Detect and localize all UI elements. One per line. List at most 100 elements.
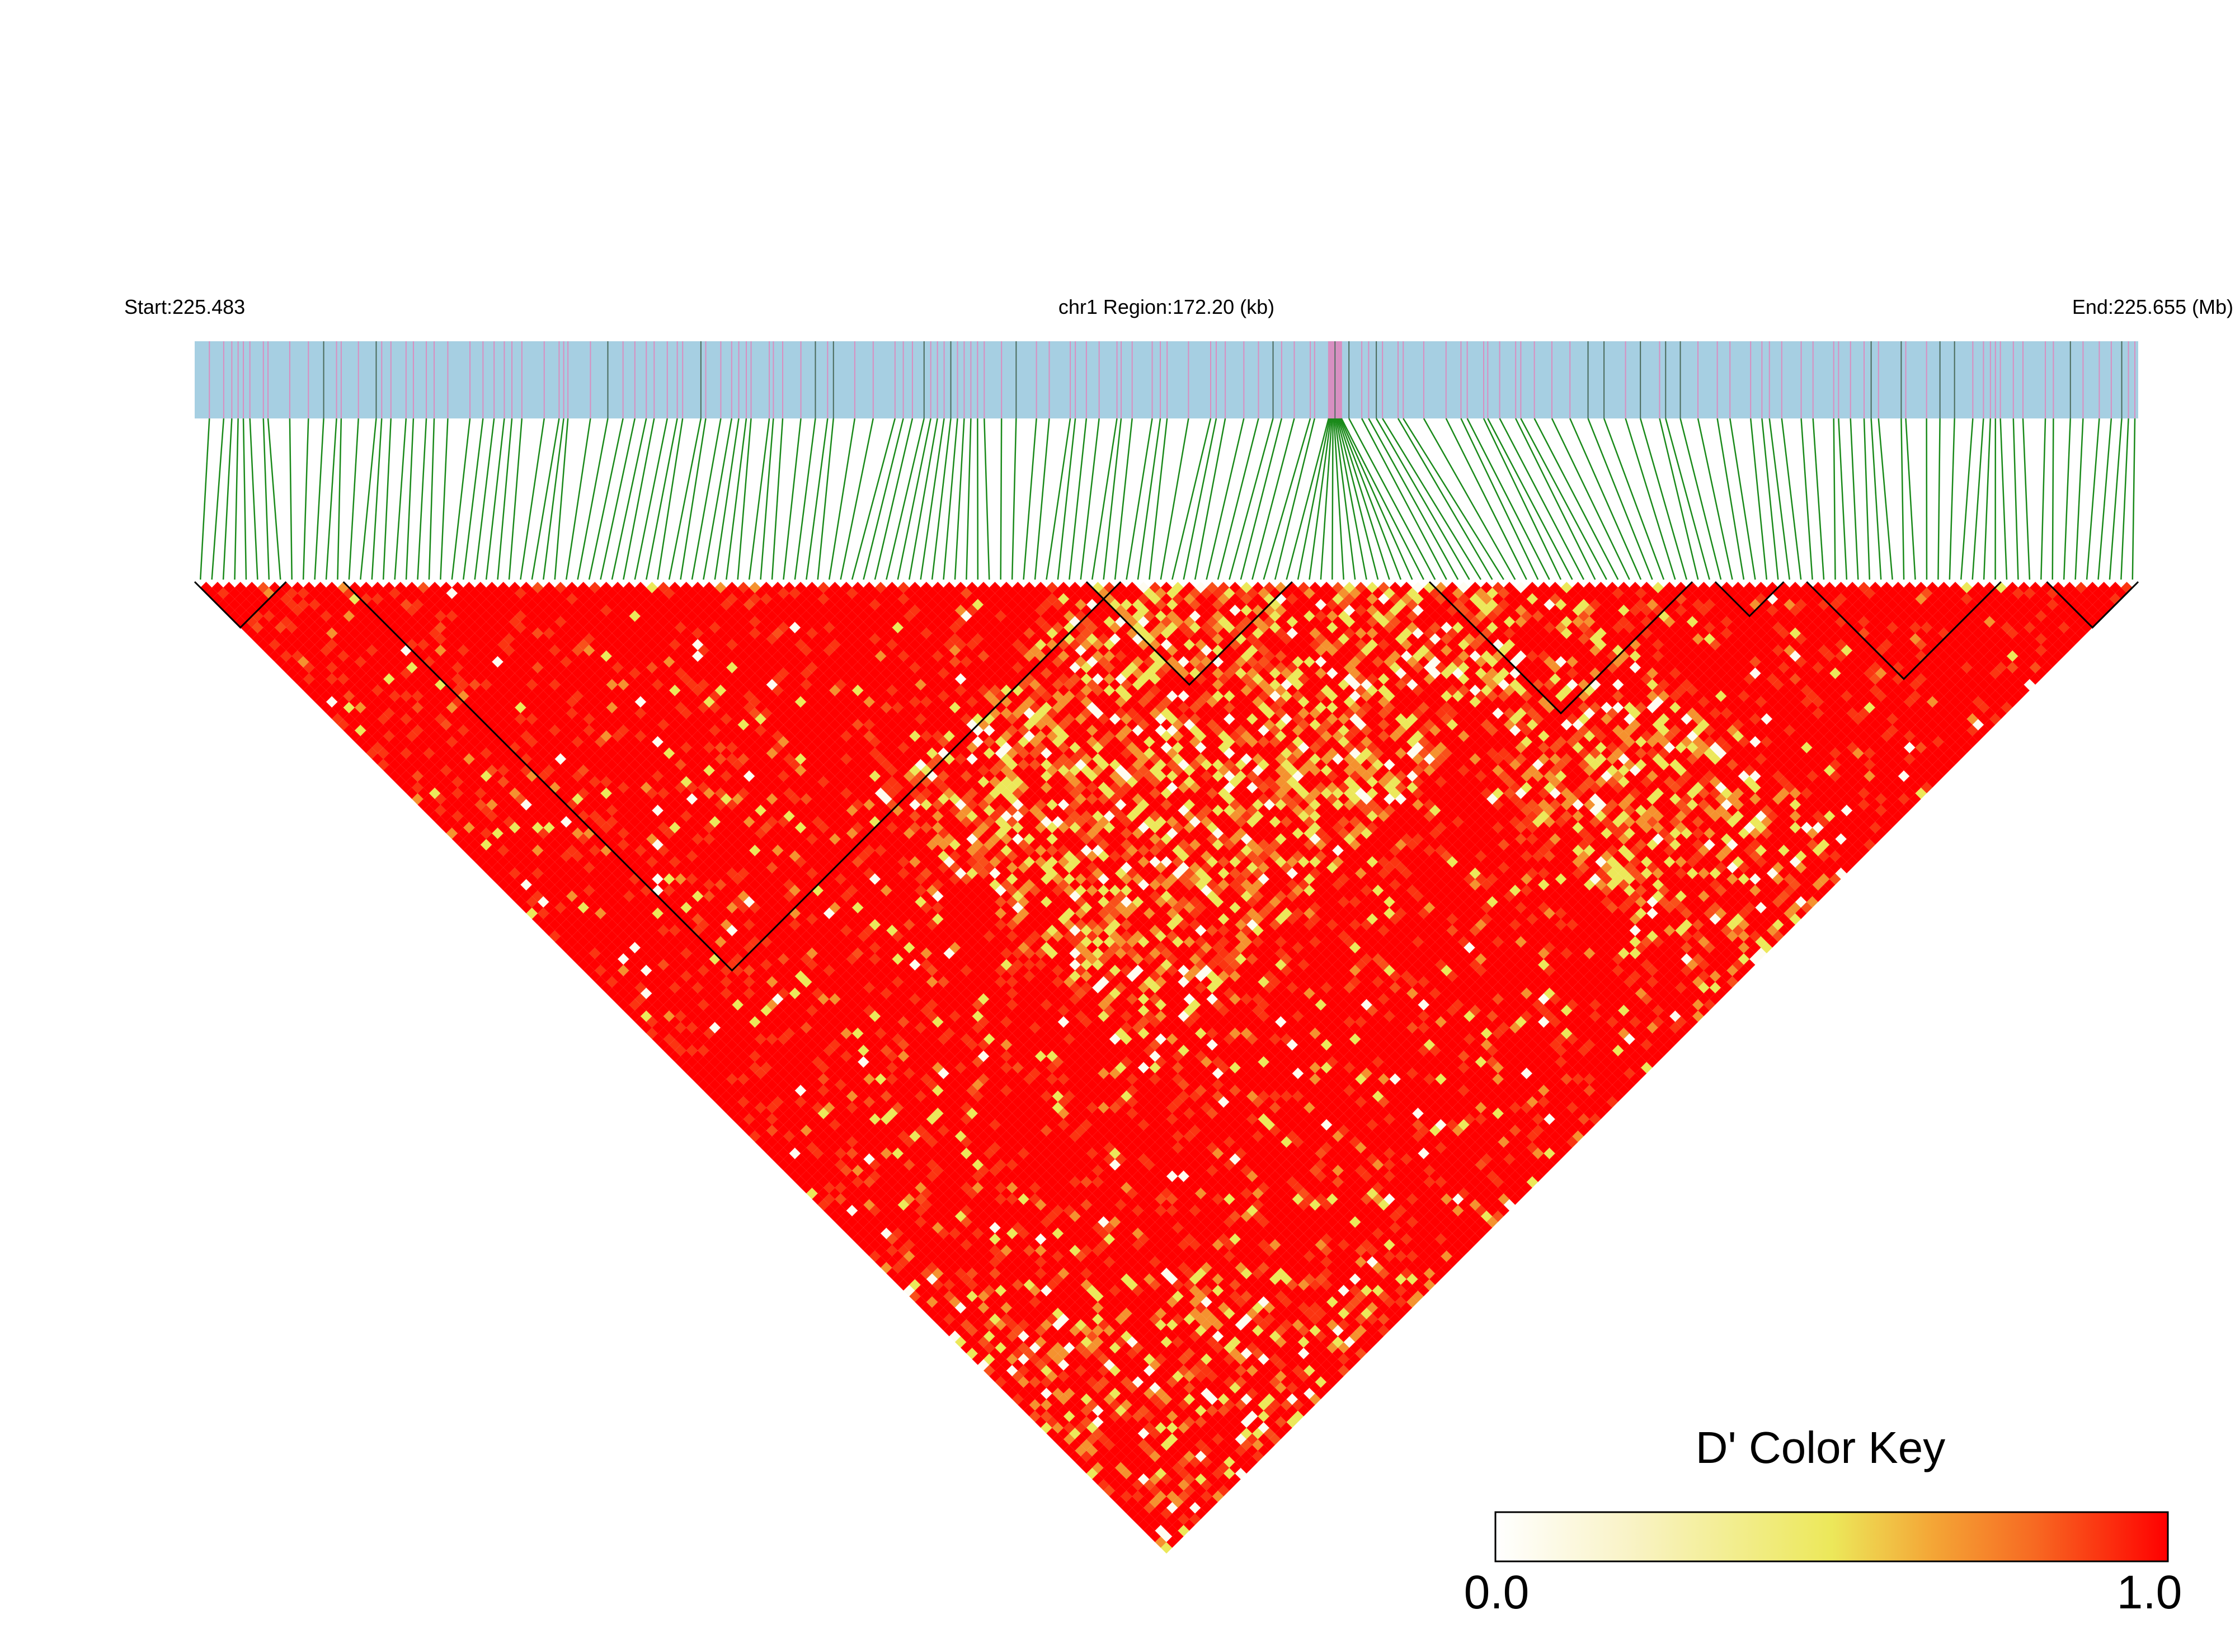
ld-cell	[320, 690, 332, 702]
ld-cell	[280, 627, 292, 639]
ld-cell	[1126, 1508, 1138, 1519]
ld-cell	[383, 707, 395, 719]
ld-cell	[291, 627, 304, 639]
ld-cell	[326, 650, 338, 662]
snp-connector	[1403, 418, 1504, 580]
snp-connector	[1251, 418, 1295, 580]
ld-cell	[371, 730, 384, 742]
ld-cell	[589, 959, 601, 971]
ld-cell	[435, 770, 446, 782]
ld-cell	[446, 804, 458, 816]
snp-connector	[1297, 418, 1331, 580]
snp-connector	[908, 418, 938, 580]
ld-cell	[1018, 1353, 1029, 1365]
ld-cell	[1012, 1371, 1024, 1382]
snp-connector	[863, 418, 904, 580]
snp-connector	[267, 418, 281, 580]
ld-heatmap-cells	[200, 582, 2133, 1554]
ld-cell	[332, 679, 344, 691]
ld-cell	[755, 1090, 766, 1102]
ld-cell	[280, 604, 292, 616]
ld-cell	[801, 1136, 812, 1148]
ld-cell	[538, 919, 549, 931]
ld-cell	[801, 1182, 812, 1194]
ld-cell	[760, 1096, 772, 1108]
ld-cell	[263, 587, 275, 599]
ld-cell	[600, 947, 612, 959]
ld-cell	[949, 1284, 961, 1297]
ld-cell	[629, 953, 641, 965]
snp-connector	[302, 418, 309, 580]
ld-cell	[412, 747, 424, 759]
snp-connector	[897, 418, 931, 580]
ld-cell	[1086, 1444, 1098, 1457]
ld-cell	[366, 724, 378, 736]
ld-cell	[961, 1319, 972, 1331]
ld-cell	[966, 1302, 978, 1314]
ld-cell	[286, 622, 298, 633]
snp-connector	[943, 418, 958, 580]
snp-connector	[1126, 418, 1153, 580]
snp-connector	[1361, 418, 1447, 580]
ld-cell	[869, 1239, 881, 1251]
ld-cell	[949, 1307, 961, 1320]
ld-cell	[515, 850, 526, 862]
ld-cell	[377, 724, 389, 736]
ld-cell	[629, 964, 641, 977]
ld-cell	[1086, 1456, 1098, 1468]
ld-cell	[1103, 1473, 1116, 1485]
ld-cell	[474, 799, 487, 811]
ld-cell	[1098, 1479, 1109, 1491]
snp-connector	[1768, 418, 1790, 580]
ld-cell	[783, 1165, 795, 1176]
snp-connector	[1171, 418, 1212, 580]
ld-cell	[349, 730, 361, 742]
ld-cell	[606, 953, 618, 965]
ld-cell	[423, 793, 435, 805]
ld-cell	[297, 622, 309, 633]
snp-connector	[337, 418, 342, 580]
ld-cell	[869, 1227, 881, 1240]
snp-connector	[1569, 418, 1642, 580]
ld-cell	[1034, 1393, 1047, 1405]
ld-cell	[1144, 1513, 1155, 1525]
ld-cell	[829, 1210, 841, 1222]
ld-cell	[886, 1256, 898, 1268]
ld-cell	[869, 1204, 881, 1217]
ld-cell	[463, 787, 475, 799]
snp-connector	[984, 418, 990, 580]
ld-cell	[417, 787, 429, 799]
ld-cell	[1046, 1416, 1058, 1428]
snp-connector	[1340, 418, 1424, 580]
ld-cell	[794, 1176, 807, 1188]
ld-cell	[817, 1199, 830, 1211]
ld-cell	[412, 782, 424, 794]
ld-cell	[874, 1233, 887, 1245]
ld-cell	[886, 1268, 898, 1279]
ld-cell	[492, 873, 504, 885]
ld-cell	[863, 1199, 875, 1211]
snp-connector	[623, 418, 655, 580]
ld-cell	[275, 599, 286, 611]
ld-cell	[303, 627, 315, 639]
ld-cell	[1046, 1393, 1058, 1405]
snp-connector	[1625, 418, 1676, 580]
snp-connector	[1850, 418, 1859, 580]
ld-cell	[829, 1165, 841, 1176]
snp-connector	[1338, 418, 1402, 580]
ld-cell	[1132, 1467, 1144, 1480]
ld-cell	[989, 1348, 1001, 1359]
ld-cell	[1183, 1519, 1196, 1531]
snp-connector	[1697, 418, 1733, 580]
ld-cell	[435, 782, 446, 794]
ld-cell	[366, 713, 378, 725]
ld-cell	[858, 1193, 869, 1205]
ld-cell	[886, 1245, 898, 1256]
ld-cell	[343, 679, 355, 691]
ld-cell	[549, 873, 561, 885]
snp-connector	[262, 418, 270, 580]
ld-cell	[823, 1159, 835, 1171]
ld-cell	[412, 736, 424, 748]
ld-cell	[349, 707, 361, 719]
ld-cell	[623, 959, 635, 971]
